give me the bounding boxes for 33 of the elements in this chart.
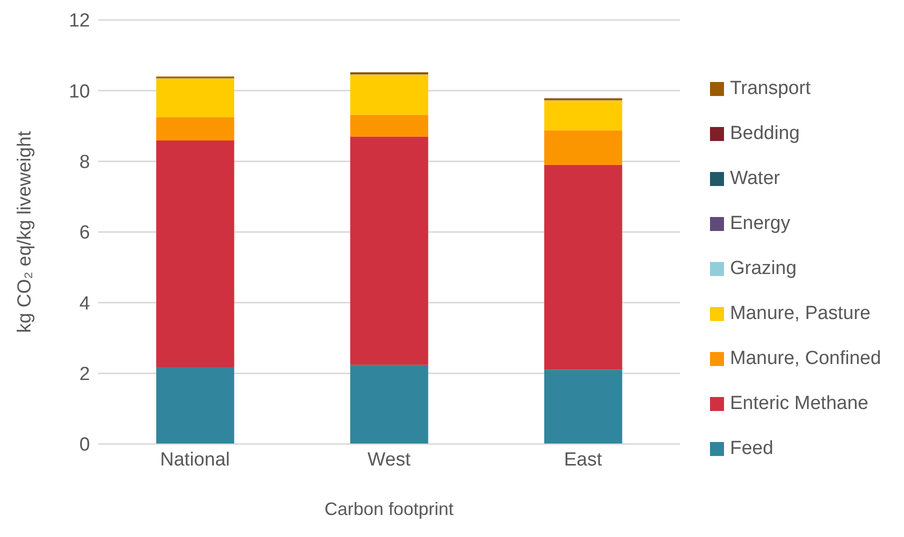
legend-label: Water: [729, 166, 781, 190]
bar: [544, 164, 622, 370]
bar: [544, 130, 622, 165]
bar: [544, 100, 622, 130]
legend-label: Bedding: [729, 122, 801, 146]
x-tick-label: East: [564, 449, 603, 470]
legend-label: Transport: [729, 76, 812, 100]
y-axis-title: kg CO₂ eq/kg liveweight: [14, 130, 36, 333]
y-tick-label: 10: [68, 81, 90, 102]
y-tick-label: 0: [79, 434, 90, 456]
y-tick-label: 2: [79, 364, 90, 386]
bar: [350, 114, 428, 137]
legend-label: Energy: [729, 212, 792, 236]
legend-label: Feed: [729, 436, 774, 460]
legend-label: Manure, Pasture: [729, 302, 872, 326]
legend-label: Grazing: [729, 256, 798, 280]
x-tick-label: National: [160, 449, 230, 470]
bar: [156, 140, 234, 367]
bar: [350, 136, 428, 365]
y-tick-label: 6: [79, 222, 90, 244]
y-tick-label: 4: [79, 293, 90, 314]
y-tick-label: 12: [68, 10, 90, 32]
x-axis-title: Carbon footprint: [324, 499, 454, 519]
bar: [156, 117, 234, 140]
y-tick-label: 8: [79, 152, 90, 174]
legend-label: Manure, Confined: [729, 346, 882, 370]
bar: [156, 366, 234, 444]
bar: [544, 370, 622, 444]
legend-label: Enteric Methane: [729, 392, 870, 416]
bar: [156, 78, 234, 118]
bar: [350, 364, 428, 444]
x-tick-label: West: [368, 449, 412, 470]
bar: [350, 74, 428, 115]
